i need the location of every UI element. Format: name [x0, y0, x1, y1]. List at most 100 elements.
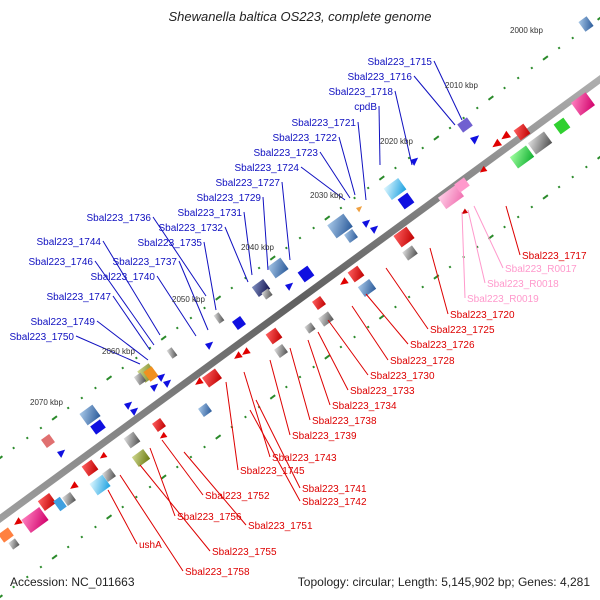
gene-block — [261, 288, 273, 300]
ruler-tick — [312, 365, 316, 369]
reverse-gene-label: Sbal223_1726 — [410, 340, 475, 351]
gene-block — [143, 366, 159, 382]
ruler-tick — [530, 205, 534, 209]
ruler-tick — [51, 415, 58, 421]
gene-block — [37, 493, 57, 511]
ruler-tick — [462, 116, 466, 120]
reverse-gene-label: Sbal223_1733 — [350, 386, 415, 397]
ruler-tick — [421, 285, 425, 289]
rna-gene-label: Sbal223_R0018 — [487, 279, 559, 290]
forward-gene-label: Sbal223_1749 — [30, 317, 95, 328]
reverse-gene-label: Sbal223_1741 — [302, 484, 367, 495]
ruler-tick — [339, 206, 343, 210]
ruler-tick — [66, 406, 70, 410]
ruler-label: 2020 kbp — [380, 137, 413, 146]
ruler-label: 2070 kbp — [30, 398, 63, 407]
forward-gene-label: Sbal223_1723 — [253, 148, 318, 159]
reverse-gene-label: Sbal223_1725 — [430, 325, 495, 336]
ruler-tick — [324, 215, 331, 221]
gene-arrow — [159, 431, 168, 439]
ruler-tick — [366, 325, 370, 329]
reverse-gene-label: Sbal223_1758 — [185, 567, 250, 578]
forward-gene-label: Sbal223_1746 — [28, 257, 93, 268]
ruler-tick — [596, 15, 600, 21]
gene-block — [304, 322, 316, 334]
gene-arrow — [14, 517, 23, 525]
ruler-label: 2000 kbp — [510, 26, 543, 35]
gene-block — [274, 344, 288, 358]
ruler-tick — [51, 554, 58, 560]
ruler-tick — [94, 525, 97, 529]
leader-line — [225, 381, 239, 471]
map-title: Shewanella baltica OS223, complete genom… — [168, 9, 432, 24]
leader-line — [161, 439, 204, 496]
leader-line — [461, 211, 466, 299]
gene-block — [513, 123, 531, 141]
ruler-tick — [571, 175, 575, 179]
ruler-dots — [0, 15, 600, 600]
leader-line — [357, 121, 367, 201]
gene-arrow — [234, 351, 243, 359]
gene-block — [202, 368, 222, 388]
leader-line — [351, 305, 389, 361]
ruler-tick — [353, 335, 356, 339]
ruler-label: 2060 kbp — [102, 347, 135, 356]
ruler-tick — [12, 446, 16, 450]
ruler-tick — [80, 396, 84, 400]
leader-line — [505, 205, 521, 256]
gene-block — [198, 403, 212, 417]
gene-block — [571, 92, 595, 116]
gene-arrow — [157, 373, 166, 382]
rna-gene-label: Sbal223_R0019 — [467, 294, 539, 305]
gene-block — [41, 434, 55, 448]
leader-line — [338, 136, 356, 196]
forward-gene-label: Sbal223_1727 — [215, 178, 280, 189]
gene-block — [81, 459, 99, 477]
ruler-tick — [433, 135, 440, 141]
ruler-tick — [284, 246, 288, 250]
reverse-gene-label: ushA — [139, 540, 162, 551]
ruler-tick — [503, 86, 506, 90]
gene-block — [267, 257, 289, 279]
ruler-tick — [80, 535, 84, 539]
ruler-tick — [542, 55, 549, 61]
ruler-tick — [269, 394, 276, 400]
gene-block — [457, 117, 473, 133]
ruler-tick — [39, 426, 43, 430]
gene-arrow — [410, 157, 419, 166]
leader-line — [243, 371, 271, 458]
forward-gene-label: Sbal223_1721 — [291, 118, 356, 129]
feature-glyphs — [0, 16, 595, 550]
ruler-tick — [269, 255, 276, 261]
ruler-tick — [160, 335, 167, 341]
gene-block — [553, 117, 571, 135]
ruler-labels: 2000 kbp 2010 kbp 2020 kbp 2030 kbp 2040 kbp… — [30, 26, 543, 407]
ruler-tick — [503, 225, 506, 229]
gene-block — [397, 192, 415, 210]
reverse-gene-label: Sbal223_1730 — [370, 371, 435, 382]
gene-block — [318, 311, 334, 327]
gene-block — [327, 213, 353, 239]
gene-block — [62, 492, 76, 506]
ruler-label: 2030 kbp — [310, 191, 343, 200]
forward-gene-label: Sbal223_1731 — [177, 208, 242, 219]
gene-block — [347, 265, 365, 283]
ruler-tick — [66, 545, 70, 549]
gene-block — [166, 347, 178, 359]
genome-stats-text: Topology: circular; Length: 5,145,902 bp… — [297, 575, 590, 589]
gene-block — [213, 312, 225, 324]
leader-line — [413, 75, 456, 126]
gene-block — [79, 404, 101, 426]
gene-arrow — [70, 481, 79, 489]
reverse-gene-label: Sbal223_1756 — [177, 512, 242, 523]
leader-line — [107, 489, 138, 545]
leader-line — [327, 319, 369, 376]
gene-block — [527, 131, 553, 155]
leader-line — [152, 216, 207, 297]
gene-arrow — [285, 282, 294, 291]
ruler-tick — [378, 314, 385, 320]
ruler-tick — [25, 575, 29, 579]
gene-block — [437, 184, 465, 210]
leader-line — [96, 320, 149, 361]
